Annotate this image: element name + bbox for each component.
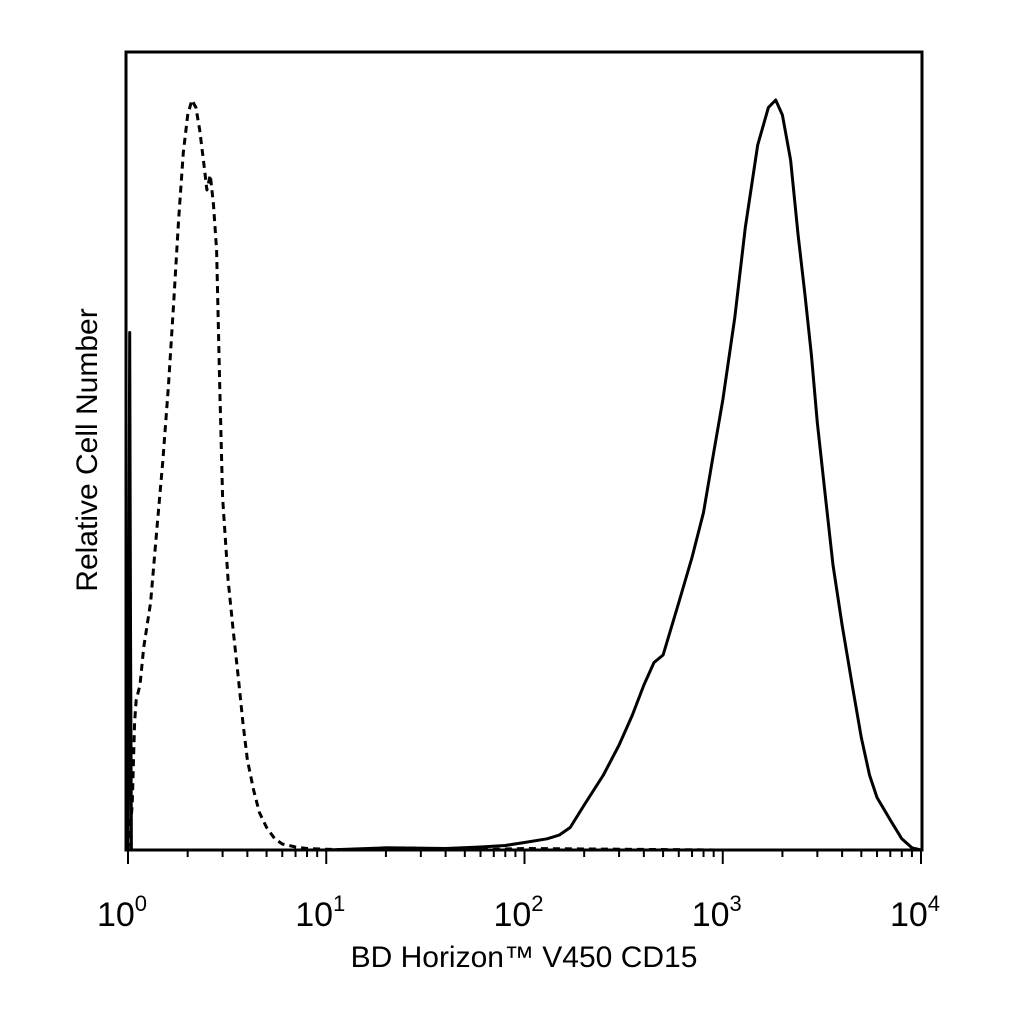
- x-tick-label: 101: [295, 891, 345, 934]
- plot-frame: [124, 50, 924, 852]
- x-tick-label: 100: [97, 891, 147, 934]
- x-tick-label: 104: [890, 891, 940, 934]
- series-layer: [126, 98, 922, 852]
- x-tick-label: 103: [692, 891, 742, 934]
- x-tick-label: 102: [493, 891, 543, 934]
- series-line-solid: [126, 98, 922, 852]
- y-axis-title: Relative Cell Number: [71, 308, 104, 591]
- x-axis-ticks: 100 101 102 103 104: [97, 850, 940, 934]
- series-line-dashed: [126, 98, 921, 852]
- x-axis-title: BD Horizon™ V450 CD15: [351, 941, 698, 974]
